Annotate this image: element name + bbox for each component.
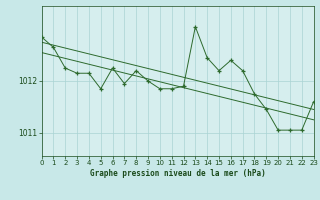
X-axis label: Graphe pression niveau de la mer (hPa): Graphe pression niveau de la mer (hPa)	[90, 169, 266, 178]
